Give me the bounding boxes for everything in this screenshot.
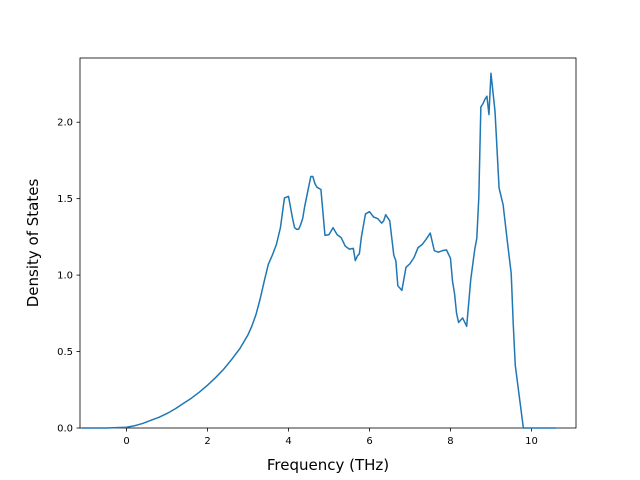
x-tick-label: 2 [204, 436, 210, 447]
x-tick-label: 10 [525, 436, 538, 447]
plot-frame [79, 57, 577, 429]
y-tick-label: 0.0 [57, 424, 73, 435]
y-tick-label: 1.0 [57, 271, 73, 282]
x-tick-label: 4 [285, 436, 291, 447]
x-tick-label: 6 [366, 436, 372, 447]
y-axis-ticks: 0.0 0.5 1.0 1.5 2.0 [57, 118, 80, 435]
x-axis-label: Frequency (THz) [267, 456, 389, 474]
series-group [81, 72, 557, 429]
x-tick-label: 8 [447, 436, 453, 447]
y-axis-label: Density of States [24, 179, 42, 308]
y-tick-label: 1.5 [57, 194, 73, 205]
x-tick-label: 0 [123, 436, 129, 447]
dos-series-line [81, 72, 557, 429]
y-tick-label: 2.0 [57, 118, 73, 129]
x-axis-ticks: 0 2 4 6 8 10 [123, 428, 538, 447]
y-tick-label: 0.5 [57, 347, 73, 358]
